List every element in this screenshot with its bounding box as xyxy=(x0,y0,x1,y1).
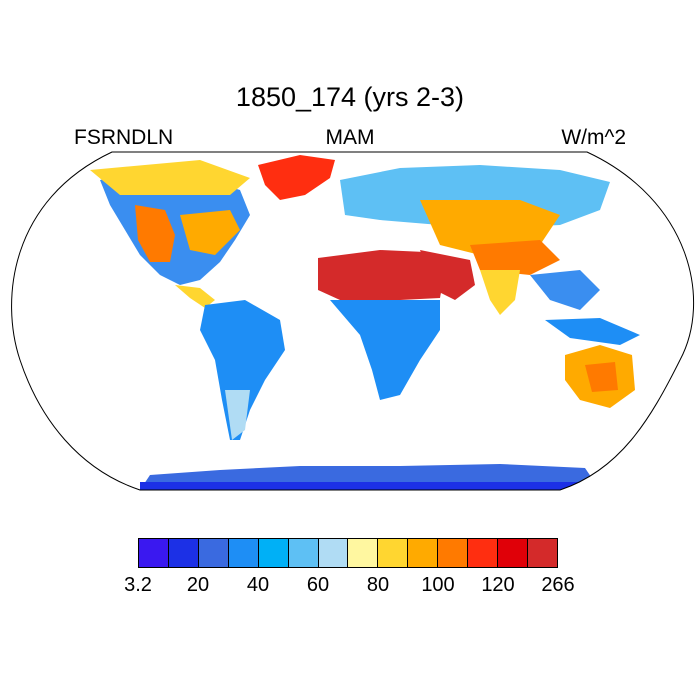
colorbar-box xyxy=(348,539,379,567)
north-america xyxy=(100,170,250,285)
colorbar-box xyxy=(228,539,259,567)
colorbar-box xyxy=(527,539,557,567)
greenland xyxy=(258,155,335,200)
colorbar-tick-label: 266 xyxy=(541,574,575,596)
colorbar-box xyxy=(498,539,528,567)
season-label: MAM xyxy=(325,126,375,149)
colorbar-box xyxy=(198,539,229,567)
arctic-canada xyxy=(90,160,250,195)
units-label: W/m^2 xyxy=(561,126,626,149)
north-america-east xyxy=(180,210,240,255)
north-america-hot-region xyxy=(135,205,175,262)
sahara xyxy=(318,250,445,300)
colorbar-tick-label: 40 xyxy=(246,574,270,596)
colorbar-box xyxy=(408,539,439,567)
colorbar xyxy=(138,538,558,568)
indonesia xyxy=(545,318,640,345)
colorbar-tick-label: 60 xyxy=(306,574,330,596)
map-border xyxy=(11,151,695,491)
south-america xyxy=(200,300,285,440)
colorbar-box xyxy=(139,539,169,567)
plot-title: 1850_174 (yrs 2-3) xyxy=(235,82,465,112)
colorbar-tick-label: 100 xyxy=(421,574,455,596)
africa-south xyxy=(330,300,440,400)
variable-label: FSRNDLN xyxy=(74,126,174,149)
colorbar-tick-label: 80 xyxy=(366,574,390,596)
colorbar-tick-label: 20 xyxy=(186,574,210,596)
colorbar-box xyxy=(288,539,319,567)
colorbar-tick-label: 3.2 xyxy=(124,574,152,596)
india xyxy=(480,270,520,315)
south-america-south xyxy=(225,390,250,440)
colorbar-tick-label: 120 xyxy=(481,574,515,596)
colorbar-box xyxy=(168,539,199,567)
tibet-himalaya xyxy=(470,240,560,275)
colorbar-box xyxy=(438,539,469,567)
central-america xyxy=(175,285,215,308)
australia-center xyxy=(585,362,618,392)
colorbar-box xyxy=(318,539,349,567)
arabia xyxy=(420,250,475,300)
southeast-asia xyxy=(530,270,600,310)
colorbar-box xyxy=(468,539,499,567)
colorbar-box xyxy=(378,539,409,567)
colorbar-box xyxy=(258,539,289,567)
